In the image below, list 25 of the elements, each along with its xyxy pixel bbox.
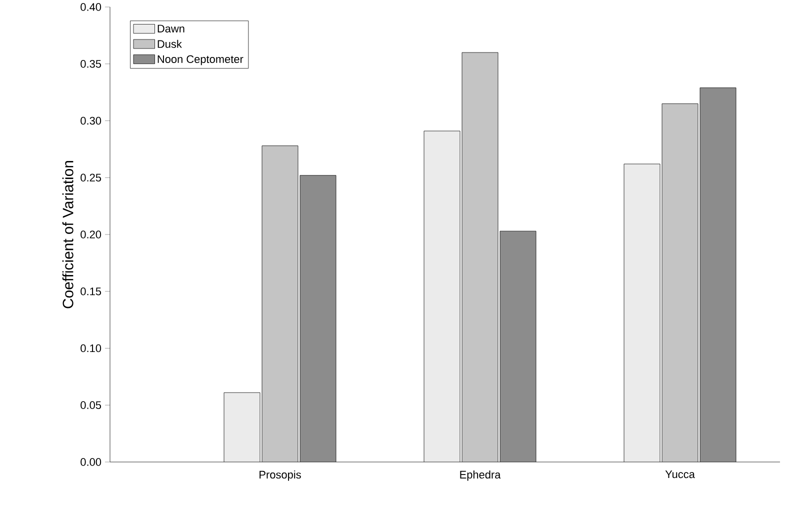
bar <box>424 130 460 462</box>
bar <box>462 52 498 462</box>
bar <box>224 392 260 462</box>
bar <box>624 164 660 462</box>
legend-label: Dusk <box>158 40 182 48</box>
y-axis-title: Coefficient of Variation <box>62 160 74 308</box>
y-tick-label: 0.30 <box>80 116 102 125</box>
bar <box>500 231 536 462</box>
bar <box>700 88 736 462</box>
legend-label: Noon Ceptometer <box>158 55 244 66</box>
bar <box>300 175 336 462</box>
x-tick-label: Prosopis <box>260 470 301 481</box>
y-tick-label: 0.00 <box>80 458 102 466</box>
y-tick-label: 0.25 <box>80 174 102 182</box>
legend-label: Dawn <box>158 24 184 32</box>
x-tick-label: Ephedra <box>460 470 501 481</box>
y-tick-label: 0.15 <box>80 288 102 296</box>
bar <box>662 103 698 462</box>
y-tick-label: 0.05 <box>80 401 102 410</box>
y-tick-label: 0.20 <box>80 230 102 238</box>
bar <box>262 146 298 462</box>
y-tick-label: 0.35 <box>80 60 102 68</box>
y-tick-label: 0.10 <box>80 344 102 352</box>
x-tick-label: Yucca <box>665 470 695 478</box>
y-tick-label: 0.40 <box>80 3 102 11</box>
